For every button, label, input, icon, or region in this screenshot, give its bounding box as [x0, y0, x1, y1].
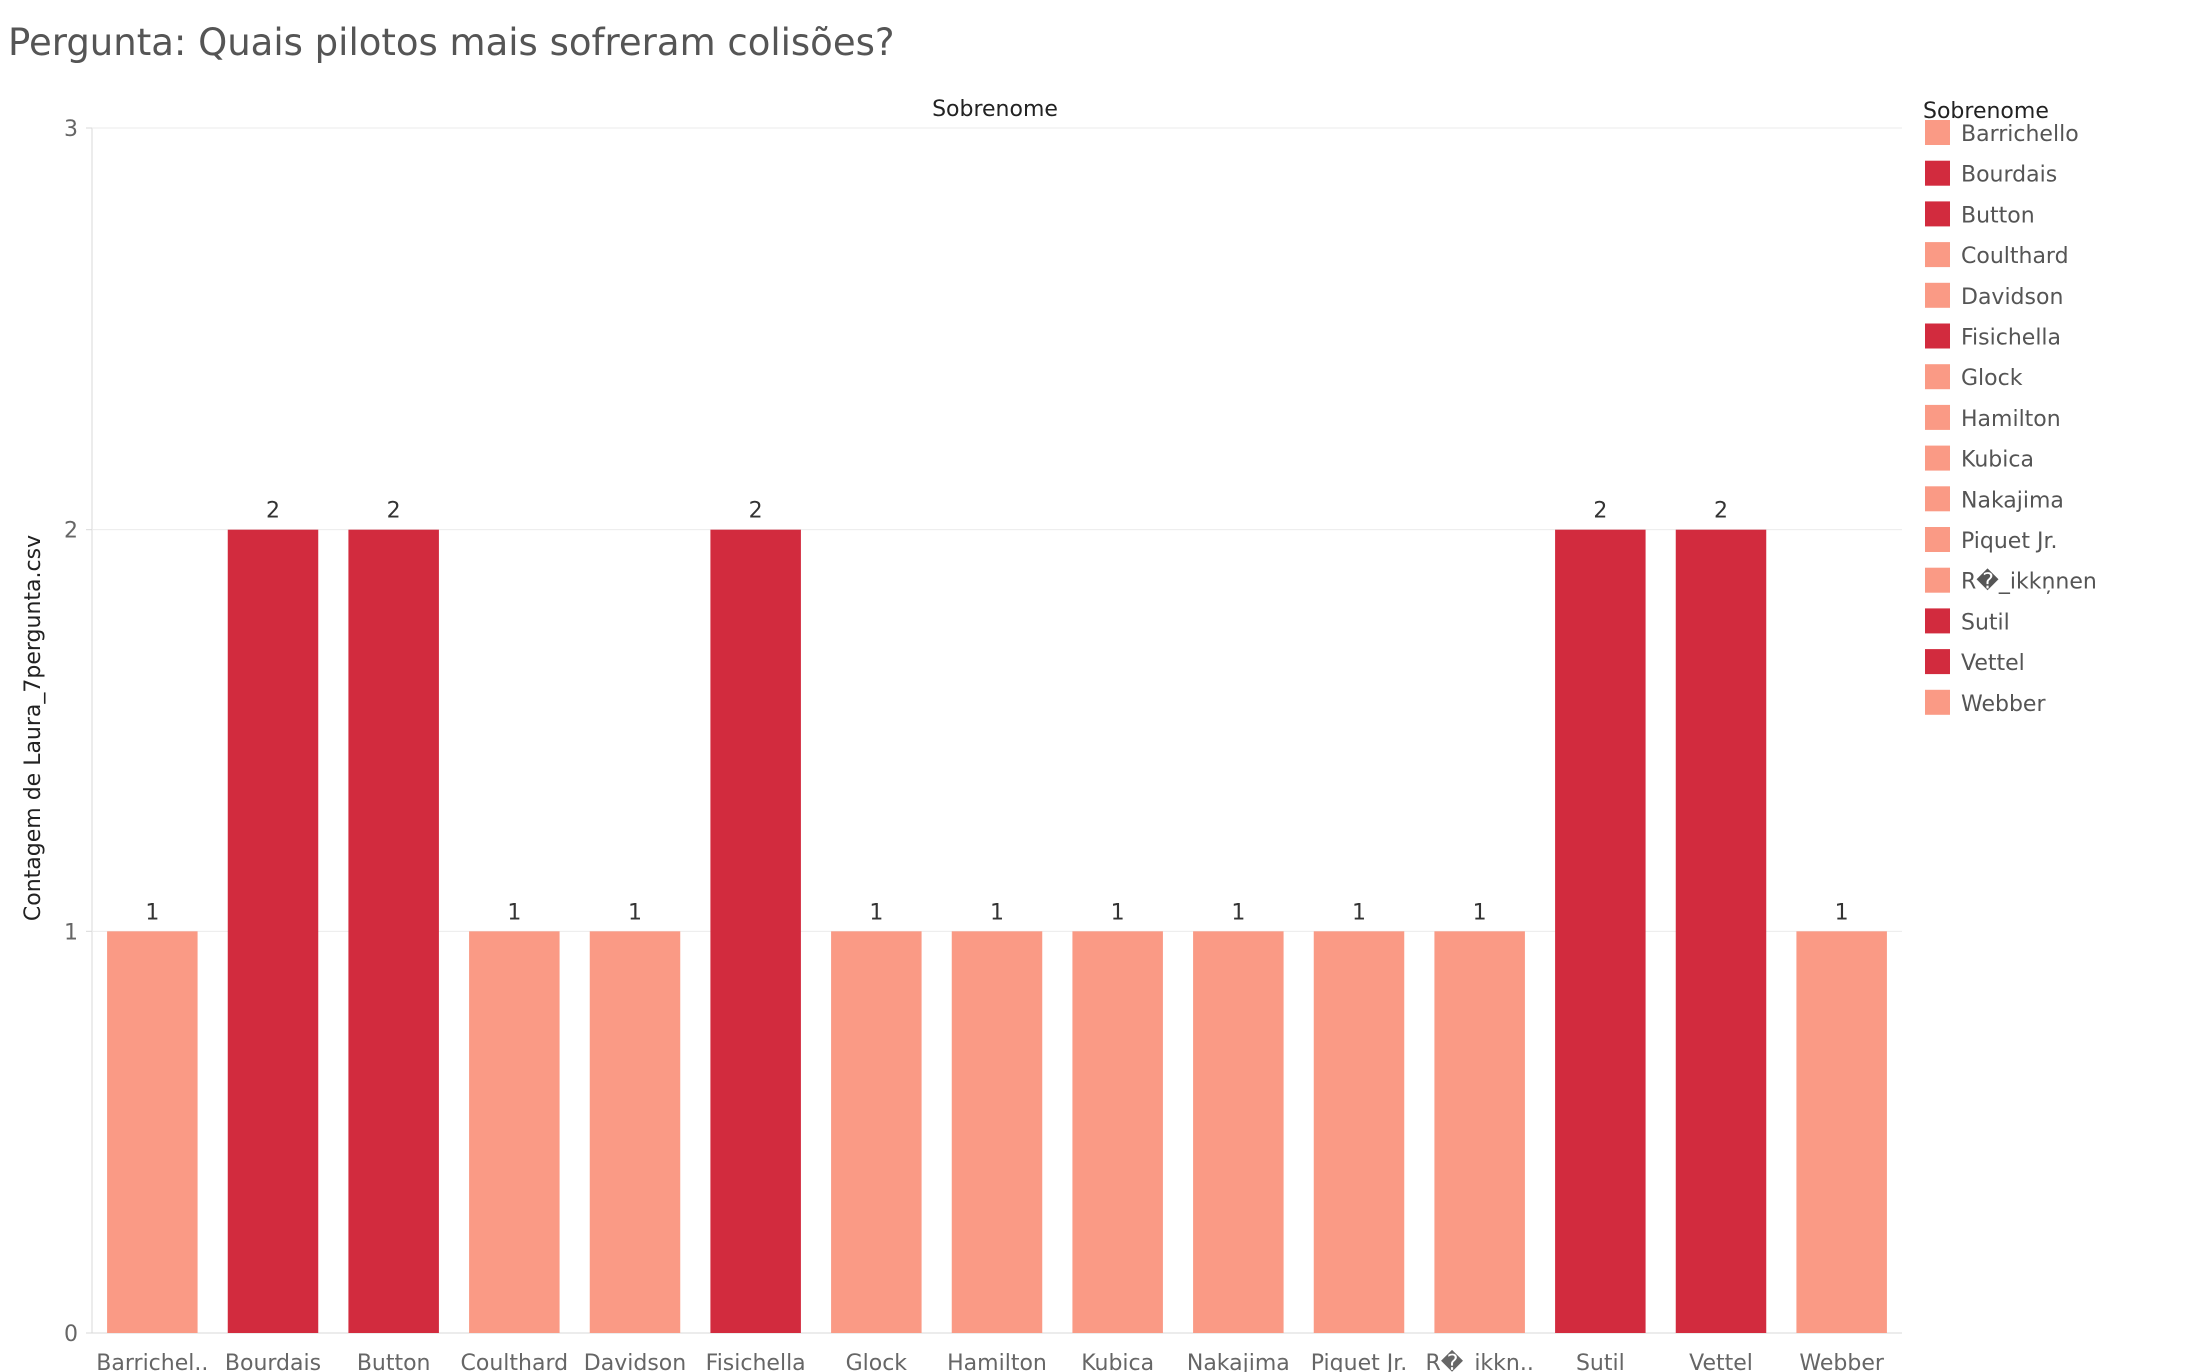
legend-item-label: Piquet Jr.: [1961, 529, 2057, 554]
data-label: 1: [1835, 900, 1849, 925]
x-tick-label: Sutil: [1576, 1351, 1625, 1372]
x-tick-label: Button: [357, 1351, 431, 1372]
bar: [107, 931, 198, 1333]
y-axis-ticks: 0 1 2 3: [64, 117, 92, 1347]
y-tick-label: 2: [64, 519, 78, 544]
legend-swatch: [1925, 323, 1950, 349]
legend-item-label: Webber: [1961, 692, 2046, 717]
bar: [589, 931, 681, 1333]
data-label: 2: [266, 499, 280, 524]
legend-swatch: [1925, 445, 1950, 471]
legend-item-label: Davidson: [1961, 285, 2063, 310]
bars: [107, 529, 1887, 1333]
legend-item-label: Sutil: [1961, 610, 2010, 635]
bar: [348, 529, 439, 1333]
legend-swatch: [1925, 120, 1950, 145]
y-axis-label: Contagem de Laura_7pergunta.csv: [21, 535, 46, 921]
bar: [831, 931, 922, 1333]
legend-swatch: [1925, 242, 1950, 268]
legend-item-label: Kubica: [1961, 448, 2034, 473]
x-tick-label: Piquet Jr.: [1311, 1351, 1407, 1372]
bar: [951, 931, 1043, 1333]
bar: [1313, 931, 1405, 1333]
data-label: 2: [1593, 499, 1607, 524]
data-label: 1: [145, 900, 159, 925]
legend-swatch: [1925, 649, 1950, 675]
x-tick-label: Nakajima: [1187, 1351, 1290, 1372]
data-label: 1: [1473, 900, 1487, 925]
data-label: 2: [387, 499, 401, 524]
legend-items: Barrichello Bourdais Button Coulthard Davids…: [1925, 120, 2097, 717]
legend-item-label: R�_ikkņnen: [1961, 568, 2097, 595]
legend-item-label: Coulthard: [1961, 244, 2069, 269]
legend-item-label: Barrichello: [1961, 122, 2079, 147]
data-label: 1: [990, 900, 1004, 925]
bar: [710, 529, 801, 1333]
bar: [227, 529, 319, 1333]
chart-title: Pergunta: Quais pilotos mais sofreram co…: [8, 21, 895, 64]
legend-swatch: [1925, 201, 1950, 227]
x-tick-label: Glock: [846, 1351, 908, 1372]
legend-swatch: [1925, 608, 1950, 634]
bar: [1434, 931, 1525, 1333]
legend-item-label: Vettel: [1961, 651, 2025, 676]
x-axis-ticks: Barrichel.. Bourdais Button Coulthard Davids…: [96, 1349, 1885, 1372]
legend-item-label: Glock: [1961, 366, 2023, 391]
data-label: 1: [1352, 900, 1366, 925]
legend-item-label: Nakajima: [1961, 488, 2064, 513]
legend-item-label: Button: [1961, 203, 2035, 228]
x-tick-label: Kubica: [1081, 1351, 1154, 1372]
x-tick-label: R�_ikkņ..: [1425, 1349, 1533, 1372]
x-tick-label: Barrichel..: [96, 1351, 208, 1372]
data-label: 1: [1231, 900, 1245, 925]
x-tick-label: Vettel: [1689, 1351, 1753, 1372]
data-label: 1: [869, 900, 883, 925]
legend-title: Sobrenome: [1923, 99, 2049, 124]
x-tick-label: Webber: [1799, 1351, 1884, 1372]
bar: [1555, 529, 1646, 1333]
y-tick-label: 3: [64, 117, 78, 142]
data-label: 2: [749, 499, 763, 524]
x-tick-label: Hamilton: [947, 1351, 1047, 1372]
y-tick-label: 1: [64, 920, 78, 945]
data-label: 1: [1111, 900, 1125, 925]
legend-swatch: [1925, 404, 1950, 430]
data-label: 1: [628, 900, 642, 925]
legend-swatch: [1925, 689, 1950, 715]
legend: Sobrenome Barrichello Bourdais Button Coult…: [1923, 99, 2097, 717]
legend-swatch: [1925, 527, 1950, 552]
legend-item-label: Bourdais: [1961, 163, 2057, 188]
legend-swatch: [1925, 282, 1950, 308]
x-tick-label: Bourdais: [225, 1351, 321, 1372]
bar: [1072, 931, 1163, 1333]
data-labels: 1 2 2 1 1 2 1 1 1 1 1 1 2 2 1: [145, 499, 1848, 926]
legend-swatch: [1925, 364, 1950, 390]
legend-item-label: Hamilton: [1961, 407, 2061, 432]
bar: [469, 931, 560, 1333]
bar: [1796, 931, 1887, 1333]
x-tick-label: Coulthard: [461, 1351, 569, 1372]
legend-swatch: [1925, 567, 1950, 593]
data-label: 1: [507, 900, 521, 925]
x-tick-label: Davidson: [584, 1351, 686, 1372]
legend-swatch: [1925, 160, 1950, 186]
x-tick-label: Fisichella: [706, 1351, 806, 1372]
column-header: Sobrenome: [932, 97, 1058, 122]
legend-item-label: Fisichella: [1961, 326, 2061, 351]
bar: [1675, 529, 1767, 1333]
legend-swatch: [1925, 486, 1950, 512]
bar: [1193, 931, 1284, 1333]
y-tick-label: 0: [64, 1322, 78, 1347]
data-label: 2: [1714, 499, 1728, 524]
